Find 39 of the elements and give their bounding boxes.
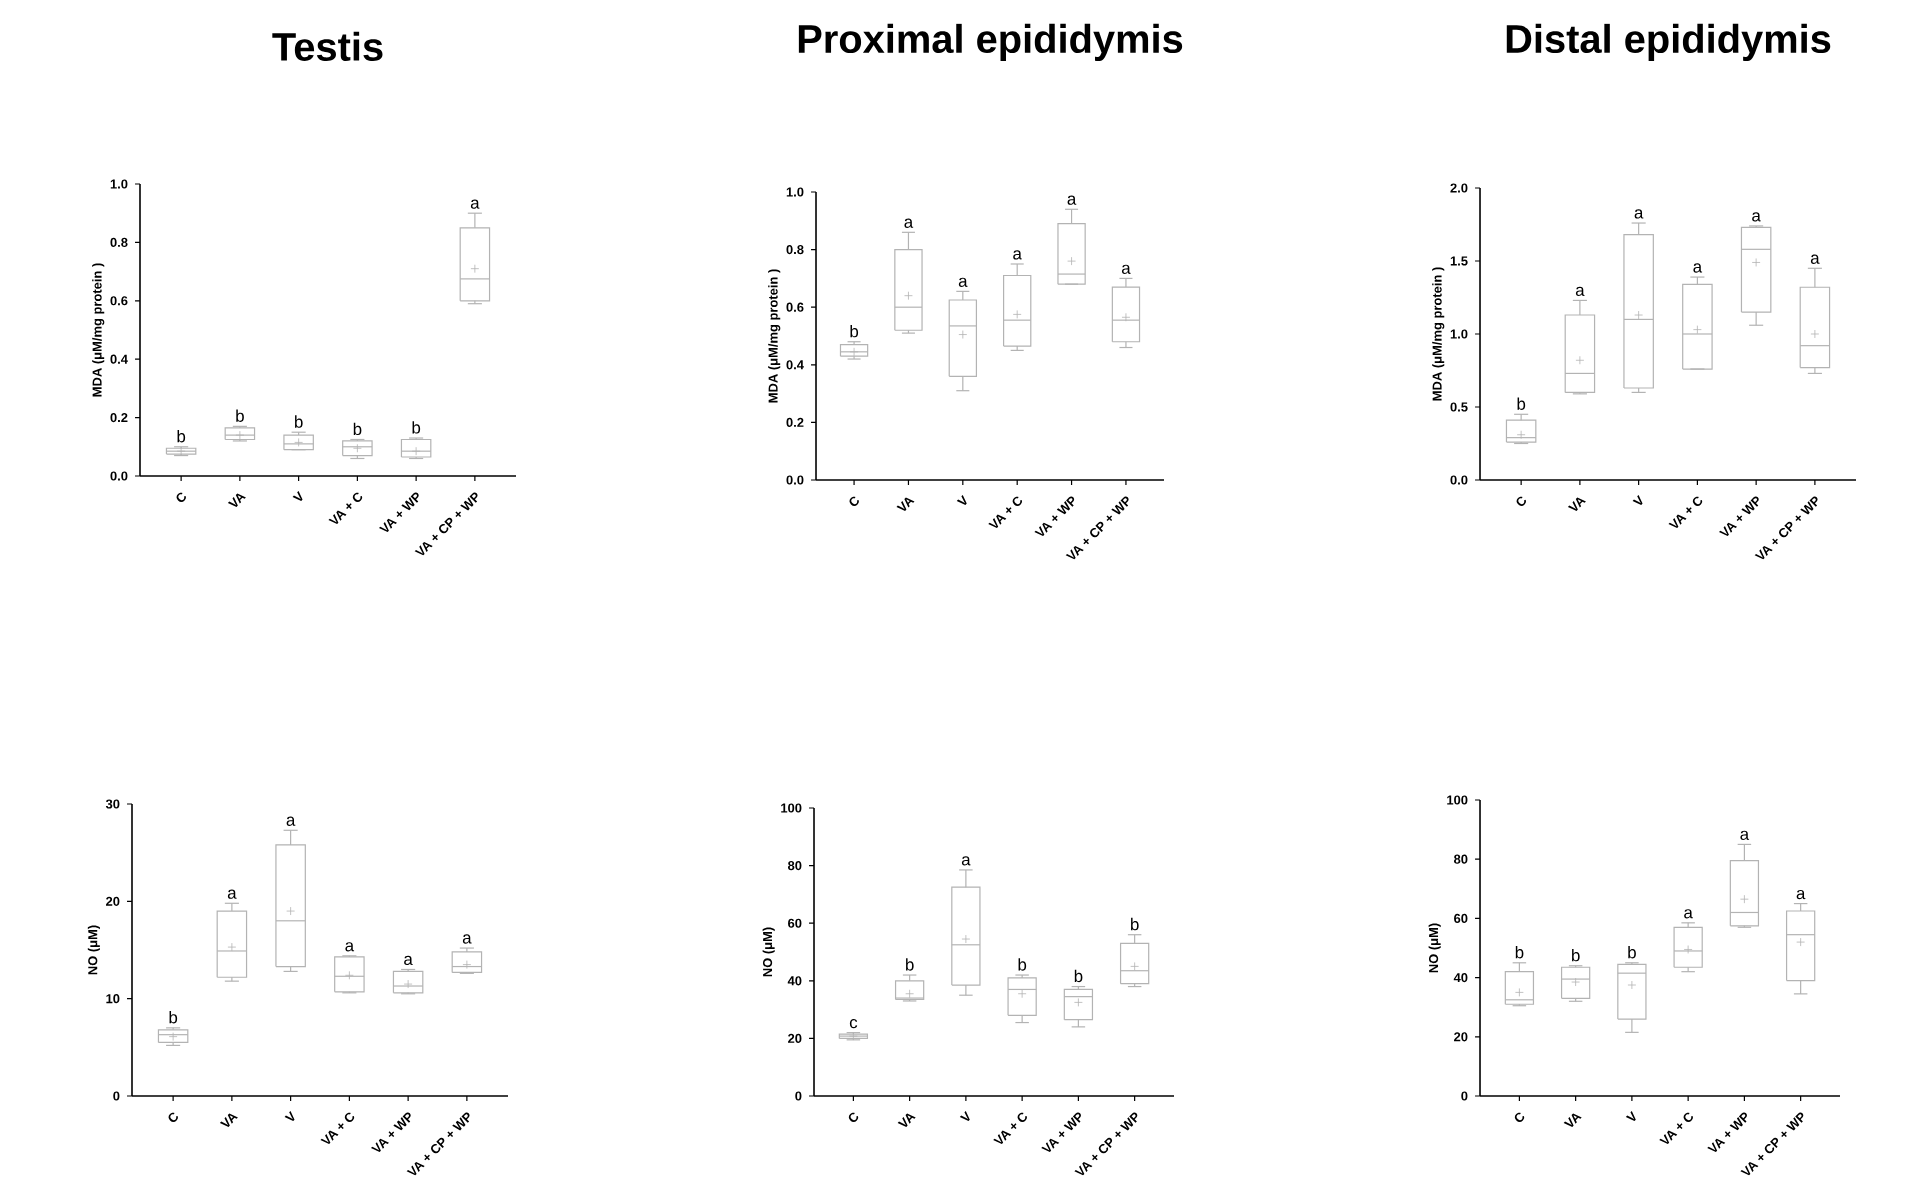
annotation: b bbox=[1131, 917, 1139, 931]
annotation: b bbox=[1628, 945, 1636, 959]
annotation: a bbox=[1740, 830, 1750, 840]
annotation: a bbox=[1634, 209, 1644, 219]
annotation: b bbox=[295, 415, 303, 428]
annotation: a bbox=[286, 816, 296, 826]
annotation: b bbox=[850, 324, 859, 338]
annotation: a bbox=[1752, 212, 1761, 222]
annotation: a bbox=[958, 277, 968, 287]
annotation: a bbox=[1810, 254, 1820, 264]
chart-title: Distal epididymis bbox=[1506, 23, 1831, 62]
annotation: b bbox=[906, 958, 914, 971]
annotation: b bbox=[169, 1011, 178, 1024]
annotation: b bbox=[412, 421, 421, 434]
annotation: a bbox=[227, 889, 237, 899]
annotation: a bbox=[961, 856, 971, 866]
chart-title: Testis bbox=[272, 31, 383, 61]
annotation: b bbox=[1074, 969, 1083, 983]
annotation: a bbox=[904, 218, 914, 228]
annotation: a bbox=[345, 942, 355, 952]
annotation: a bbox=[1575, 286, 1585, 296]
annotation: a bbox=[1684, 909, 1693, 919]
annotation: b bbox=[1018, 958, 1027, 971]
chart-title: Proximal epididymis bbox=[798, 23, 1183, 62]
annotation: b bbox=[353, 422, 362, 436]
annotation: a bbox=[1796, 889, 1806, 900]
annotation: b bbox=[1572, 948, 1580, 962]
annotation: a bbox=[404, 955, 413, 966]
annotation: a bbox=[470, 199, 480, 209]
annotation: b bbox=[1515, 945, 1524, 959]
annotation: b bbox=[1517, 397, 1526, 410]
annotation: a bbox=[1693, 263, 1703, 273]
annotation: a bbox=[1013, 250, 1022, 260]
annotation: c bbox=[849, 1018, 858, 1029]
annotation: a bbox=[1067, 195, 1077, 205]
annotation: a bbox=[462, 934, 472, 944]
annotation: a bbox=[1121, 264, 1131, 274]
annotation: b bbox=[177, 429, 186, 443]
annotation: b bbox=[236, 409, 244, 422]
